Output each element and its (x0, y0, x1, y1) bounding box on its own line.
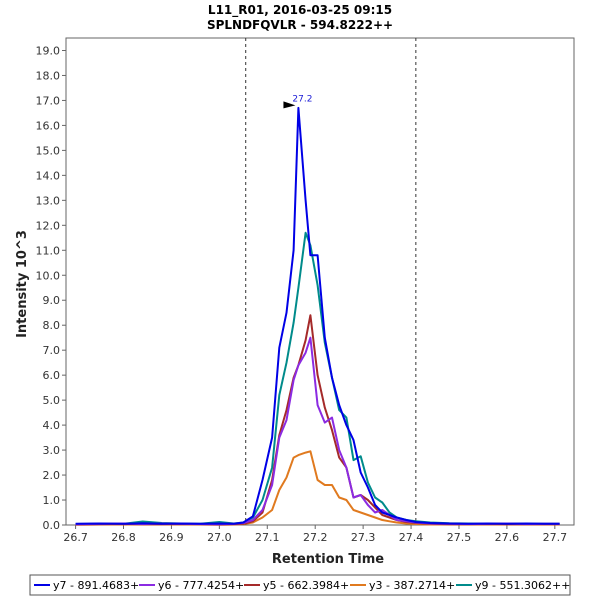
y-tick-label: 4.0 (43, 419, 61, 432)
x-tick-label: 27.0 (207, 531, 232, 544)
legend: y7 - 891.4683+ y6 - 777.4254+ y5 - 662.398… (29, 574, 571, 596)
y-axis-label: Intensity 10^3 (15, 230, 30, 338)
y-tick-label: 11.0 (36, 244, 61, 257)
x-tick-label: 27.5 (447, 531, 472, 544)
y-tick-label: 6.0 (43, 369, 61, 382)
x-tick-label: 27.1 (255, 531, 280, 544)
x-tick-label: 26.7 (63, 531, 88, 544)
y-tick-label: 19.0 (36, 44, 61, 57)
chart-title: L11_R01, 2016-03-25 09:15 (208, 3, 392, 18)
y-tick-label: 8.0 (43, 319, 61, 332)
y-tick-label: 12.0 (36, 219, 61, 232)
x-tick-label: 27.4 (399, 531, 424, 544)
legend-entry: y6 - 777.4254+ (158, 579, 244, 592)
y-tick-label: 13.0 (36, 194, 61, 207)
y-tick-label: 14.0 (36, 169, 61, 182)
y-tick-label: 1.0 (43, 494, 61, 507)
legend-entry: y9 - 551.3062++ (475, 579, 570, 592)
y-tick-label: 17.0 (36, 94, 61, 107)
y-tick-label: 9.0 (43, 294, 61, 307)
y-tick-label: 7.0 (43, 344, 61, 357)
x-tick-label: 27.3 (351, 531, 376, 544)
y-tick-label: 15.0 (36, 144, 61, 157)
apex-label: 27.2 (292, 94, 312, 104)
y-tick-label: 0.0 (43, 519, 61, 532)
y-tick-label: 3.0 (43, 444, 61, 457)
x-tick-label: 27.6 (495, 531, 520, 544)
x-axis-label: Retention Time (272, 552, 384, 567)
series-line-0 (75, 106, 560, 525)
apex-marker-icon (283, 101, 296, 109)
x-tick-label: 27.7 (543, 531, 568, 544)
legend-entry: y7 - 891.4683+ (53, 579, 139, 592)
plot-area: 0.0 1.0 2.0 3.0 4.0 5.0 6.0 7.0 8.0 9.0 10.0 11.0 12… (36, 37, 575, 544)
chart-subtitle: SPLNDFQVLR - 594.8222++ (207, 18, 393, 32)
y-tick-label: 2.0 (43, 469, 61, 482)
y-tick-label: 10.0 (36, 269, 61, 282)
legend-entry: y5 - 662.3984+ (263, 579, 349, 592)
y-tick-label: 18.0 (36, 69, 61, 82)
x-tick-label: 26.9 (159, 531, 184, 544)
y-tick-label: 5.0 (43, 394, 61, 407)
x-tick-label: 26.8 (111, 531, 136, 544)
y-tick-label: 16.0 (36, 119, 61, 132)
legend-box (29, 574, 571, 596)
x-tick-label: 27.2 (303, 531, 328, 544)
legend-entry: y3 - 387.2714+ (369, 579, 455, 592)
